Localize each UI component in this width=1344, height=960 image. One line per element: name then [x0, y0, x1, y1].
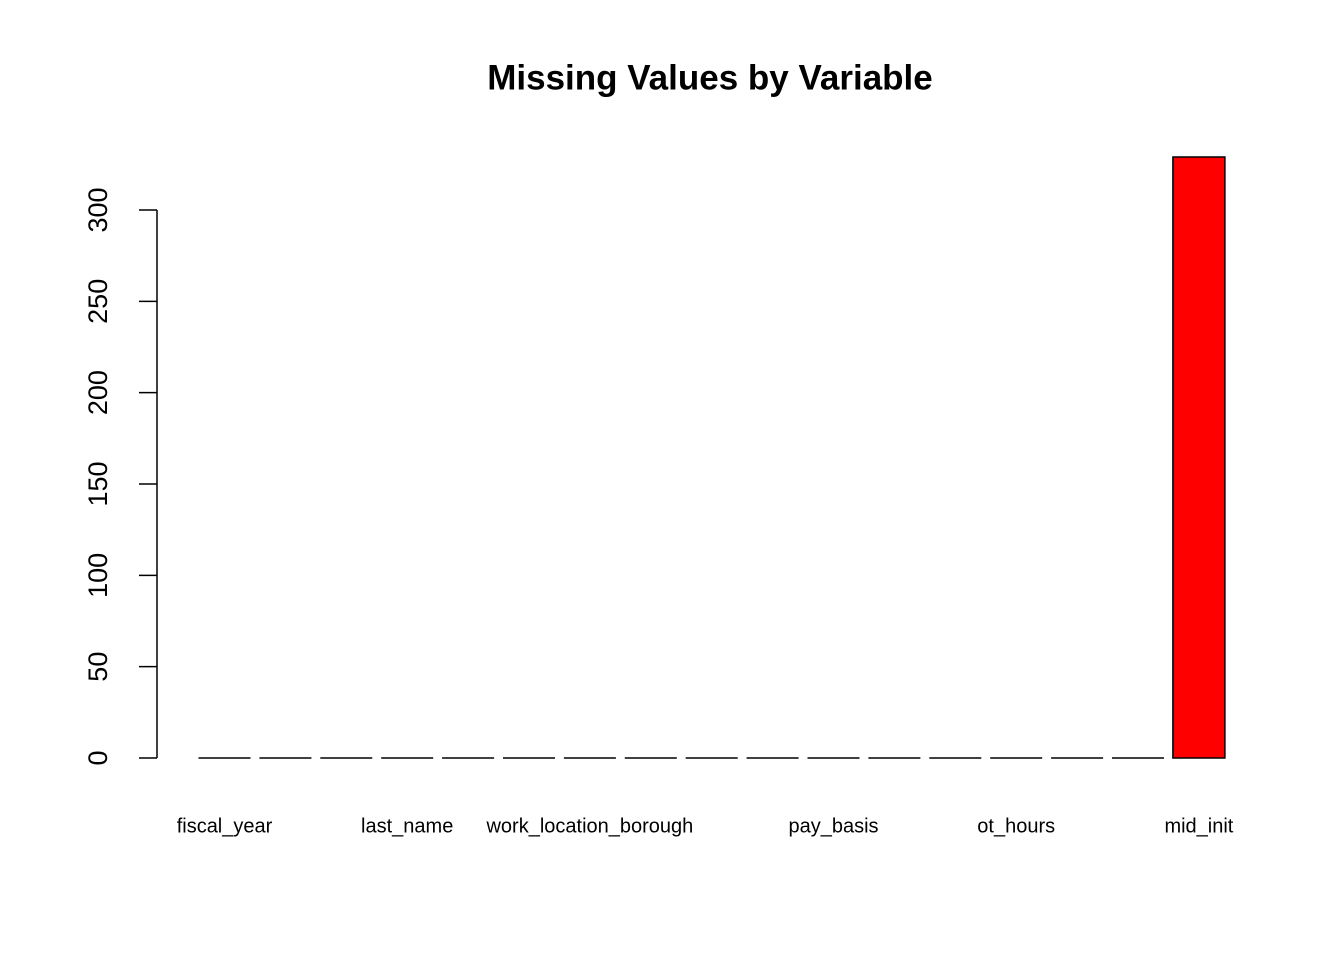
y-tick-label: 250 — [83, 279, 113, 324]
x-tick-label: ot_hours — [977, 815, 1055, 837]
y-tick-label: 50 — [83, 652, 113, 682]
x-tick-label: work_location_borough — [485, 815, 693, 837]
x-tick-label: mid_init — [1164, 815, 1233, 837]
y-tick-label: 150 — [83, 461, 113, 506]
chart-title: Missing Values by Variable — [487, 58, 932, 97]
x-tick-label: fiscal_year — [177, 815, 273, 837]
y-tick-label: 100 — [83, 553, 113, 598]
x-tick-label: last_name — [361, 815, 453, 837]
bar — [1172, 156, 1226, 759]
y-tick-label: 300 — [83, 187, 113, 232]
y-tick-label: 0 — [83, 750, 113, 765]
x-tick-label: pay_basis — [788, 815, 878, 837]
y-tick-label: 200 — [83, 370, 113, 415]
